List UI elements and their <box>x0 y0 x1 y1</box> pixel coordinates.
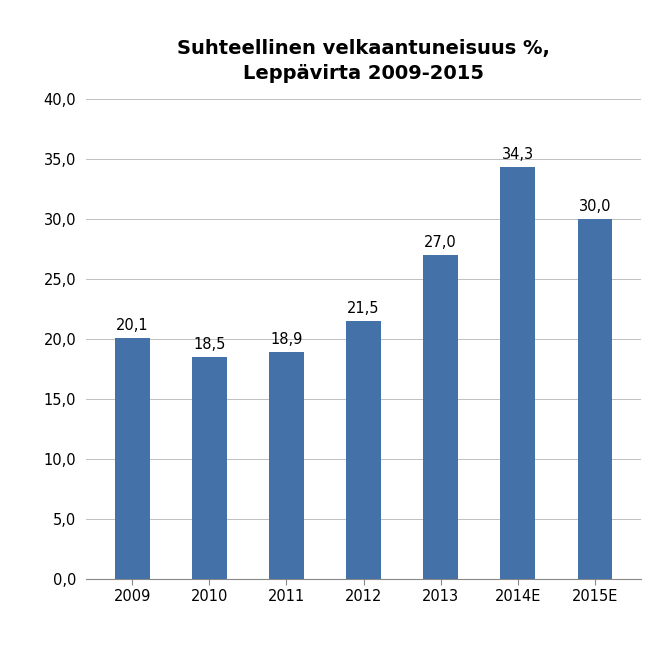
Bar <box>269 352 304 579</box>
Title: Suhteellinen velkaantuneisuus %,
Leppävirta 2009-2015: Suhteellinen velkaantuneisuus %, Leppävi… <box>177 39 550 84</box>
Bar <box>500 167 535 579</box>
Text: 20,1: 20,1 <box>116 318 149 333</box>
Text: 30,0: 30,0 <box>578 199 611 214</box>
Text: 34,3: 34,3 <box>502 147 534 163</box>
Bar <box>578 218 612 579</box>
Bar <box>115 338 149 579</box>
Text: 18,9: 18,9 <box>270 332 303 347</box>
Text: 21,5: 21,5 <box>347 301 380 316</box>
Text: 18,5: 18,5 <box>193 337 225 352</box>
Bar <box>423 255 458 579</box>
Text: 27,0: 27,0 <box>424 235 457 250</box>
Bar <box>192 357 227 579</box>
Bar <box>346 321 381 579</box>
